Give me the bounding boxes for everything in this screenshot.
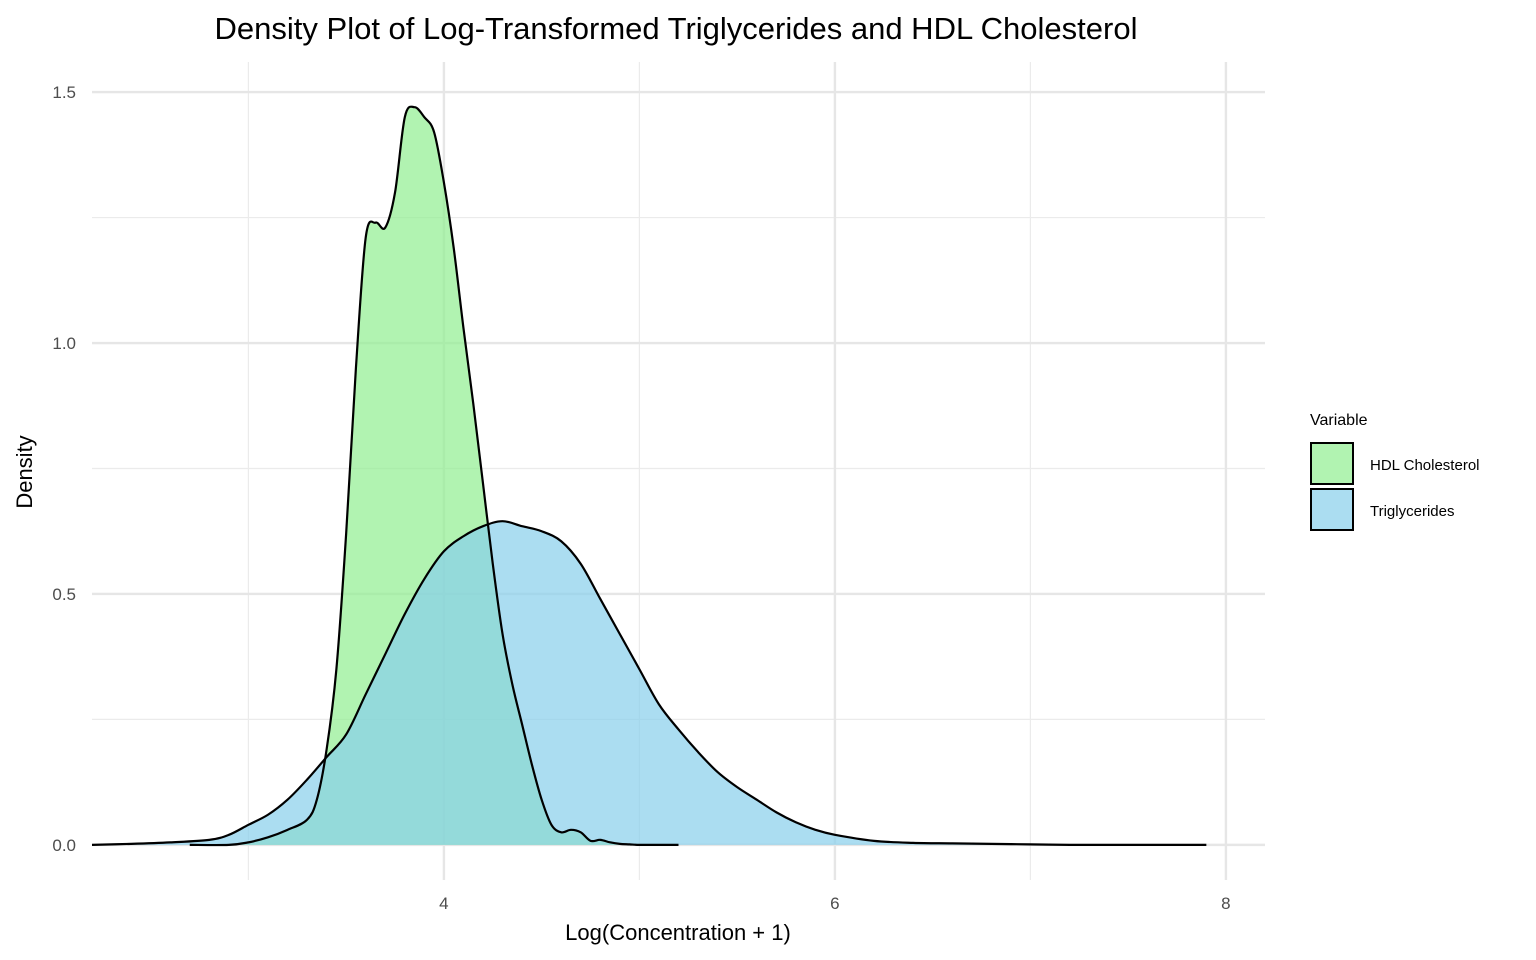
x-tick-label: 8 bbox=[1221, 894, 1230, 913]
minor-gridlines bbox=[92, 62, 1265, 880]
density-line-triglycerides bbox=[91, 520, 1207, 847]
density-lines bbox=[91, 105, 1207, 847]
x-tick-label: 4 bbox=[439, 894, 448, 913]
density-area-hdl-cholesterol bbox=[189, 106, 679, 846]
legend-key-hdl-cholesterol bbox=[1310, 442, 1354, 485]
y-axis-title: Density bbox=[12, 435, 37, 508]
x-tick-labels: 4 6 8 bbox=[439, 894, 1230, 913]
y-tick-label: 1.0 bbox=[52, 334, 76, 353]
x-axis-title: Log(Concentration + 1) bbox=[565, 920, 791, 945]
legend-title: Variable bbox=[1310, 412, 1368, 429]
density-areas bbox=[92, 106, 1207, 846]
y-tick-label: 1.5 bbox=[52, 83, 76, 102]
y-tick-labels: 0.0 0.5 1.0 1.5 bbox=[52, 83, 76, 855]
y-tick-label: 0.5 bbox=[52, 585, 76, 604]
legend: Variable HDL Cholesterol Triglycerides bbox=[1310, 412, 1480, 531]
y-tick-label: 0.0 bbox=[52, 836, 76, 855]
chart-title: Density Plot of Log-Transformed Triglyce… bbox=[215, 11, 1138, 46]
density-line-hdl-cholesterol bbox=[189, 105, 679, 847]
density-area-triglycerides bbox=[92, 521, 1207, 845]
x-tick-label: 6 bbox=[830, 894, 839, 913]
legend-key-triglycerides bbox=[1310, 488, 1354, 531]
legend-label-triglycerides: Triglycerides bbox=[1370, 503, 1454, 520]
legend-label-hdl-cholesterol: HDL Cholesterol bbox=[1370, 457, 1480, 474]
